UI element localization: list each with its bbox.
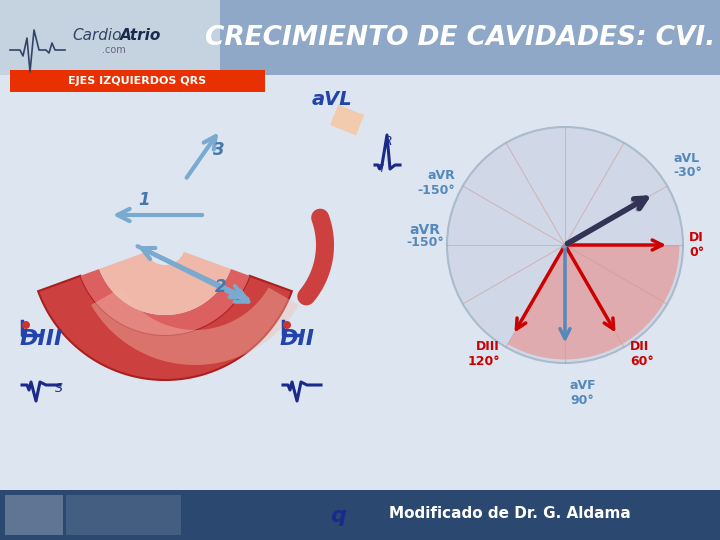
Text: aVL: aVL [312, 90, 353, 109]
Text: EJES IZQUIERDOS QRS: EJES IZQUIERDOS QRS [68, 76, 206, 86]
Bar [0, 0, 220, 75]
Text: Cardio: Cardio [72, 29, 122, 44]
Text: .com: .com [102, 45, 126, 55]
Bar [66, 495, 181, 535]
Text: R: R [384, 135, 392, 148]
Polygon shape [99, 252, 231, 315]
Text: DII: DII [280, 329, 315, 349]
Polygon shape [81, 269, 250, 335]
Text: DIII: DIII [20, 329, 63, 349]
Circle shape [283, 321, 291, 329]
Text: q: q [376, 162, 383, 172]
Circle shape [447, 127, 683, 363]
Text: 2: 2 [215, 278, 227, 296]
Text: DIII
120°: DIII 120° [467, 340, 500, 368]
Polygon shape [330, 105, 364, 136]
Text: aVR: aVR [410, 223, 441, 237]
Text: DII
60°: DII 60° [630, 340, 654, 368]
Circle shape [22, 321, 30, 329]
Bar [10, 70, 265, 92]
Text: CRECIMIENTO DE CAVIDADES: CVI.: CRECIMIENTO DE CAVIDADES: CVI. [205, 25, 715, 51]
Text: 3: 3 [213, 141, 225, 159]
Bar [0, 75, 720, 490]
Text: -150°: -150° [406, 237, 444, 249]
Text: aVF
90°: aVF 90° [570, 379, 597, 407]
Text: S: S [55, 382, 63, 395]
Bar [0, 0, 720, 75]
Text: q: q [330, 506, 346, 526]
Polygon shape [91, 287, 299, 365]
Text: 1: 1 [138, 191, 150, 209]
Bar [5, 495, 63, 535]
Bar [0, 490, 720, 540]
Text: Modificado de Dr. G. Aldama: Modificado de Dr. G. Aldama [389, 507, 631, 522]
Text: DI
0°: DI 0° [689, 231, 704, 259]
Text: aVR
-150°: aVR -150° [418, 169, 456, 197]
Text: aVL
-30°: aVL -30° [673, 152, 703, 179]
Polygon shape [38, 276, 292, 380]
Wedge shape [508, 245, 680, 360]
Text: Atrio: Atrio [120, 29, 161, 44]
